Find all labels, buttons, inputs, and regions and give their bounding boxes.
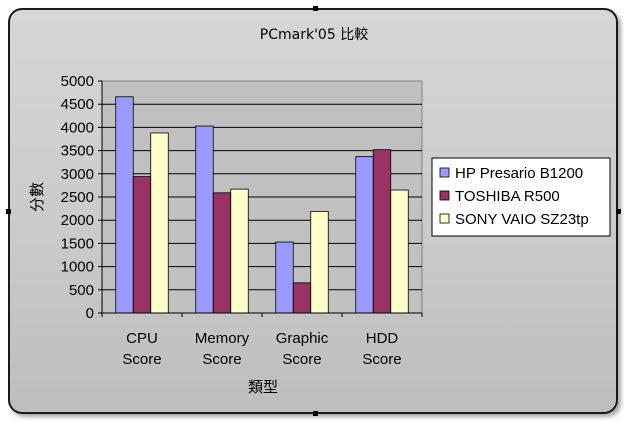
y-tick-label: 0 [86, 305, 94, 322]
y-tick-label: 5000 [61, 73, 94, 90]
legend-entry: SONY VAIO SZ23tp [455, 211, 589, 228]
y-tick-label: 1000 [61, 259, 94, 276]
legend-swatch [439, 190, 450, 201]
legend: HP Presario B1200 TOSHIBA R500 SONY VAIO S… [431, 157, 611, 237]
resize-handle-top[interactable] [313, 6, 318, 11]
y-tick-label: 500 [69, 282, 94, 299]
y-tick-label: 1500 [61, 235, 94, 252]
x-tick-label: Score [362, 351, 401, 368]
y-tick-label: 2500 [61, 189, 94, 206]
y-tick-label: 2000 [61, 212, 94, 229]
legend-entry: TOSHIBA R500 [455, 188, 560, 205]
y-tick-label: 3000 [61, 166, 94, 183]
x-tick-label: Score [282, 351, 321, 368]
y-tick-label: 3500 [61, 143, 94, 160]
bar [132, 176, 152, 314]
bar [150, 132, 169, 314]
bar [195, 125, 214, 314]
bar [390, 189, 409, 314]
x-tick-label: Score [202, 351, 241, 368]
x-tick-label: Memory [195, 330, 250, 347]
bars [115, 96, 409, 314]
x-tick-label: HDD [366, 330, 399, 347]
resize-handle-left[interactable] [6, 209, 11, 214]
resize-handle-bottom[interactable] [313, 411, 318, 416]
legend-swatch [439, 213, 450, 224]
y-axis-label: 分數 [29, 182, 46, 212]
y-tick-label: 4500 [61, 96, 94, 113]
x-tick-label: Score [122, 351, 161, 368]
x-axis-label: 類型 [248, 379, 278, 396]
x-tick-label: Graphic [276, 330, 329, 347]
bar [372, 149, 392, 314]
x-axis-ticks: CPU Score Memory Score Graphic Score HDD Score [101, 313, 423, 368]
bar [355, 156, 374, 314]
bar [292, 282, 312, 314]
bar [310, 210, 329, 314]
y-axis-ticks: 0 500 1000 1500 2000 2500 3000 3500 4000 4500 5000 [61, 73, 422, 322]
legend-swatch [439, 167, 450, 178]
resize-handle-right[interactable] [616, 209, 621, 214]
bar [212, 192, 232, 314]
chart-title: PCmark'05 比較 [260, 27, 368, 43]
y-tick-label: 4000 [61, 119, 94, 136]
bar [115, 96, 134, 314]
x-tick-label: CPU [126, 330, 158, 347]
legend-entry: HP Presario B1200 [455, 165, 583, 182]
legend-box [431, 157, 611, 237]
bar [230, 188, 249, 314]
bar [275, 241, 294, 314]
